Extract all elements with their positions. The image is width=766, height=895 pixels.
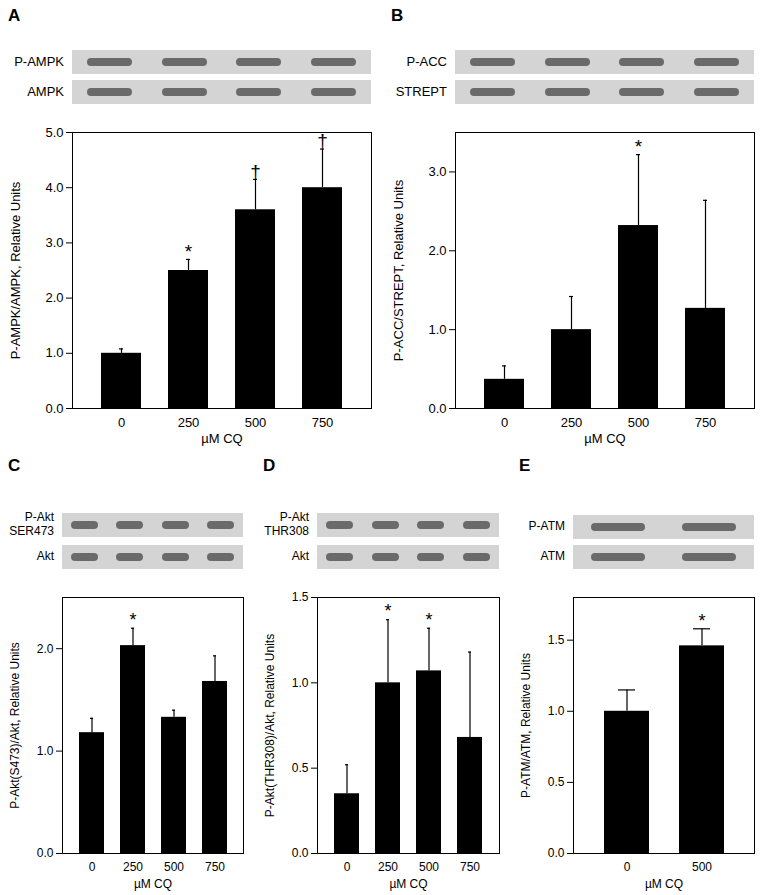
svg-text:0.0: 0.0 <box>37 846 54 860</box>
svg-text:250: 250 <box>123 860 143 874</box>
svg-text:500: 500 <box>628 415 650 430</box>
svg-text:0.0: 0.0 <box>428 401 446 416</box>
svg-text:1.5: 1.5 <box>292 590 309 604</box>
svg-text:P-Akt(THR308)/Akt, Relative Un: P-Akt(THR308)/Akt, Relative Units <box>263 634 277 817</box>
svg-text:P-Akt(S473)/Akt, Relative Unit: P-Akt(S473)/Akt, Relative Units <box>8 642 22 809</box>
svg-text:750: 750 <box>460 860 480 874</box>
svg-text:P-ACC/STREPT, Relative Units: P-ACC/STREPT, Relative Units <box>391 179 406 361</box>
svg-text:0.0: 0.0 <box>292 846 309 860</box>
svg-text:500: 500 <box>692 860 712 874</box>
svg-text:0.0: 0.0 <box>548 846 565 860</box>
svg-text:2.0: 2.0 <box>428 243 446 258</box>
svg-text:750: 750 <box>695 415 717 430</box>
svg-text:0: 0 <box>89 860 96 874</box>
svg-text:500: 500 <box>245 415 267 430</box>
svg-text:750: 750 <box>205 860 225 874</box>
html-text:STREPT: STREPT <box>395 83 447 99</box>
svg-text:250: 250 <box>561 415 583 430</box>
svg-text:0.5: 0.5 <box>292 761 309 775</box>
svg-text:0.0: 0.0 <box>45 401 63 416</box>
html-text:THR308: THR308 <box>264 524 309 539</box>
svg-text:*: * <box>185 241 193 262</box>
html-text:B: B <box>391 6 404 25</box>
html-text:P-AMPK: P-AMPK <box>14 53 64 69</box>
svg-text:2.0: 2.0 <box>37 642 54 656</box>
svg-text:0: 0 <box>118 415 125 430</box>
html-text:SER473: SER473 <box>9 524 54 539</box>
svg-text:†: † <box>317 130 328 151</box>
svg-text:*: * <box>635 136 643 157</box>
svg-text:1.0: 1.0 <box>428 322 446 337</box>
svg-text:P-AMPK/AMPK, Relative Units: P-AMPK/AMPK, Relative Units <box>8 181 23 359</box>
svg-text:1.0: 1.0 <box>292 676 309 690</box>
svg-text:µM CQ: µM CQ <box>389 877 427 891</box>
svg-text:1.0: 1.0 <box>45 345 63 360</box>
svg-text:P-ATM/ATM, Relative Units: P-ATM/ATM, Relative Units <box>519 653 533 798</box>
svg-text:*: * <box>698 611 705 631</box>
svg-text:3.0: 3.0 <box>45 235 63 250</box>
html-text:P-Akt: P-Akt <box>24 510 54 525</box>
svg-text:0: 0 <box>624 860 631 874</box>
svg-text:µM CQ: µM CQ <box>584 431 625 446</box>
svg-text:250: 250 <box>178 415 200 430</box>
svg-text:500: 500 <box>164 860 184 874</box>
svg-text:250: 250 <box>378 860 398 874</box>
svg-text:1.0: 1.0 <box>548 704 565 718</box>
svg-text:1.5: 1.5 <box>548 633 565 647</box>
html-text:AMPK: AMPK <box>27 83 64 99</box>
html-text:P-ATM: P-ATM <box>528 519 565 534</box>
svg-text:0: 0 <box>344 860 351 874</box>
svg-text:750: 750 <box>312 415 334 430</box>
html-text:D: D <box>263 456 276 475</box>
svg-text:0: 0 <box>501 415 508 430</box>
svg-text:µM CQ: µM CQ <box>645 877 683 891</box>
svg-text:*: * <box>425 610 432 630</box>
svg-text:*: * <box>384 601 391 621</box>
html-text:A: A <box>8 6 21 25</box>
svg-text:*: * <box>129 610 136 630</box>
svg-text:3.0: 3.0 <box>428 164 446 179</box>
svg-text:†: † <box>250 161 261 182</box>
svg-text:µM CQ: µM CQ <box>134 877 172 891</box>
svg-text:500: 500 <box>419 860 439 874</box>
html-text:P-ACC: P-ACC <box>406 53 447 69</box>
svg-text:0.5: 0.5 <box>548 775 565 789</box>
svg-text:5.0: 5.0 <box>45 125 63 140</box>
svg-text:4.0: 4.0 <box>45 180 63 195</box>
html-text:P-Akt: P-Akt <box>279 510 309 525</box>
html-text:E: E <box>519 456 531 475</box>
html-text:Akt: Akt <box>36 549 54 564</box>
html-text:C: C <box>8 456 21 475</box>
html-text:ATM: ATM <box>540 549 565 564</box>
svg-text:1.0: 1.0 <box>37 744 54 758</box>
svg-text:µM CQ: µM CQ <box>201 431 242 446</box>
html-text:Akt: Akt <box>291 549 309 564</box>
svg-text:2.0: 2.0 <box>45 290 63 305</box>
